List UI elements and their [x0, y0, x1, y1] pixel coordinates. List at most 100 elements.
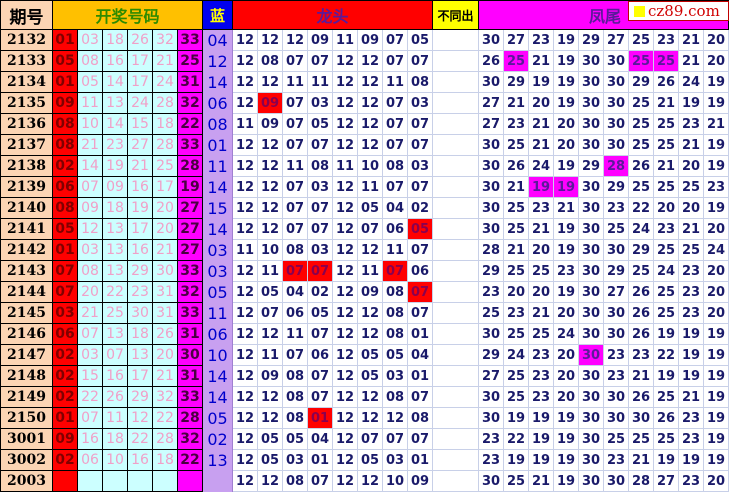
- red-ball-cell: 02: [52, 365, 78, 387]
- diff-cell: [432, 365, 479, 387]
- fengwei-cell: 29: [628, 71, 654, 93]
- period-cell: 2133: [0, 50, 53, 72]
- fengwei-cell: 19: [528, 176, 554, 198]
- longtou-cell: 06: [307, 344, 333, 366]
- red-ball-cell: 16: [77, 428, 103, 450]
- diff-cell: [432, 407, 479, 429]
- fengwei-cell: 30: [578, 50, 604, 72]
- longtou-cell: 07: [357, 428, 383, 450]
- diff-cell: [432, 470, 479, 492]
- fengwei-cell: 30: [578, 281, 604, 303]
- red-ball-cell: 28: [177, 407, 203, 429]
- red-ball-cell: 21: [152, 239, 178, 261]
- fengwei-cell: 19: [653, 365, 679, 387]
- longtou-cell: 03: [407, 92, 433, 114]
- red-ball-cell: 24: [152, 71, 178, 93]
- longtou-cell: 05: [257, 449, 283, 471]
- longtou-cell: 12: [357, 239, 383, 261]
- fengwei-cell: 27: [603, 281, 629, 303]
- fengwei-cell: 23: [603, 449, 629, 471]
- fengwei-cell: 23: [503, 113, 529, 135]
- fengwei-cell: 27: [653, 470, 679, 492]
- red-ball-cell: 19: [127, 197, 153, 219]
- fengwei-cell: 25: [478, 302, 504, 324]
- fengwei-cell: 25: [503, 386, 529, 408]
- longtou-cell: 11: [282, 155, 308, 177]
- fengwei-cell: 19: [678, 449, 704, 471]
- longtou-cell: 11: [257, 260, 283, 282]
- red-ball-cell: 33: [177, 386, 203, 408]
- longtou-cell: 08: [282, 407, 308, 429]
- fengwei-cell: 23: [553, 260, 579, 282]
- fengwei-cell: 27: [478, 113, 504, 135]
- red-ball-cell: 22: [152, 407, 178, 429]
- fengwei-cell: 25: [653, 428, 679, 450]
- fengwei-cell: 21: [653, 155, 679, 177]
- table-row: 2147 02 03 07 13 20 30 10 12 11 07 06 12 05 05 04 29 24 23…: [0, 344, 729, 366]
- period-cell: 2132: [0, 29, 53, 51]
- fengwei-cell: 23: [478, 449, 504, 471]
- fengwei-cell: 30: [578, 218, 604, 240]
- logo-square-icon: [634, 5, 645, 17]
- fengwei-cell: 19: [553, 71, 579, 93]
- table-row: 2135 09 11 13 24 28 32 06 12 09 07 03 12 12 07 03 27 21 20…: [0, 92, 729, 114]
- fengwei-cell: 30: [478, 134, 504, 156]
- longtou-cell: 01: [307, 407, 333, 429]
- fengwei-cell: 28: [478, 239, 504, 261]
- fengwei-cell: 30: [603, 50, 629, 72]
- fengwei-cell: 19: [553, 407, 579, 429]
- period-cell: 2135: [0, 92, 53, 114]
- fengwei-cell: 19: [553, 176, 579, 198]
- longtou-cell: 12: [357, 71, 383, 93]
- red-ball-cell: 22: [127, 428, 153, 450]
- fengwei-cell: 21: [628, 365, 654, 387]
- longtou-cell: 09: [257, 92, 283, 114]
- longtou-cell: 01: [407, 365, 433, 387]
- fengwei-cell: 26: [478, 50, 504, 72]
- longtou-cell: 12: [332, 134, 358, 156]
- fengwei-cell: 20: [553, 386, 579, 408]
- fengwei-cell: 30: [603, 239, 629, 261]
- red-ball-cell: 13: [102, 218, 128, 240]
- red-ball-cell: 17: [127, 50, 153, 72]
- fengwei-cell: 30: [578, 92, 604, 114]
- red-ball-cell: 33: [177, 302, 203, 324]
- fengwei-cell: 21: [528, 302, 554, 324]
- longtou-cell: 05: [407, 218, 433, 240]
- red-ball-cell: 24: [127, 92, 153, 114]
- fengwei-cell: 19: [703, 134, 729, 156]
- fengwei-cell: 19: [703, 155, 729, 177]
- red-ball-cell: 31: [177, 71, 203, 93]
- fengwei-cell: 23: [678, 470, 704, 492]
- longtou-cell: 05: [357, 197, 383, 219]
- red-ball-cell: 21: [127, 155, 153, 177]
- red-ball-cell: 12: [77, 218, 103, 240]
- red-ball-cell: 17: [127, 71, 153, 93]
- fengwei-cell: 25: [503, 470, 529, 492]
- longtou-cell: 04: [307, 428, 333, 450]
- fengwei-cell: 30: [478, 470, 504, 492]
- period-cell: 2134: [0, 71, 53, 93]
- red-ball-cell: 15: [127, 113, 153, 135]
- fengwei-cell: 20: [703, 302, 729, 324]
- fengwei-cell: 23: [678, 113, 704, 135]
- red-ball-cell: 03: [52, 302, 78, 324]
- red-ball-cell: 28: [152, 134, 178, 156]
- longtou-cell: 07: [382, 29, 408, 51]
- longtou-cell: 08: [257, 50, 283, 72]
- longtou-cell: 07: [282, 134, 308, 156]
- fengwei-cell: 19: [678, 323, 704, 345]
- longtou-cell: 05: [257, 428, 283, 450]
- longtou-cell: 12: [257, 176, 283, 198]
- longtou-cell: 12: [232, 407, 258, 429]
- red-ball-cell: 28: [152, 92, 178, 114]
- fengwei-cell: 22: [653, 344, 679, 366]
- table-row: 2143 07 08 13 29 30 33 03 12 11 07 07 12 11 07 06 29 25 25…: [0, 260, 729, 282]
- red-ball-cell: 22: [102, 281, 128, 303]
- longtou-cell: 12: [357, 113, 383, 135]
- fengwei-cell: 26: [503, 155, 529, 177]
- blue-ball-cell: 01: [202, 134, 233, 156]
- fengwei-cell: 23: [503, 302, 529, 324]
- longtou-cell: 12: [332, 470, 358, 492]
- table-row: 3002 02 06 10 16 18 22 13 12 05 03 01 12 05 03 01 23 19 19…: [0, 449, 729, 471]
